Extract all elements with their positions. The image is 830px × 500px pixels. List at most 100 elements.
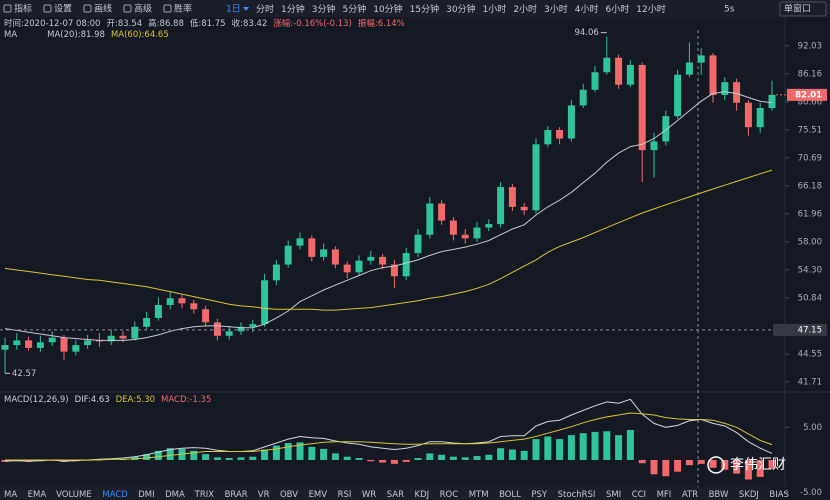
macd-bar [744,459,752,480]
candle-body [308,238,316,257]
candle-body [178,298,186,304]
indicator-tab[interactable]: PSY [531,490,548,500]
candle-body [685,62,693,75]
interval-button[interactable]: 1小时 [483,3,507,15]
candle-body [768,94,776,109]
candle-body [84,340,92,346]
indicator-tab[interactable]: VR [258,490,270,500]
macd-bar [449,456,457,460]
candle-body [379,256,387,265]
candle-body [36,342,44,348]
indicator-tab[interactable]: CCI [632,490,646,500]
y-tick-label: 80.66 [798,97,822,107]
tool-button[interactable]: 指标 [14,3,32,15]
indicator-tab[interactable]: WR [362,490,376,500]
candle-body [567,105,575,139]
interval-button[interactable]: 15分钟 [410,3,439,15]
candle-body [355,260,363,273]
indicator-tab[interactable]: MTM [469,490,489,500]
candle-body [556,129,564,139]
interval-button[interactable]: 30分钟 [446,3,475,15]
indicator-tab[interactable]: SAR [387,490,404,500]
macd-bar [166,448,174,460]
candle-body [60,337,68,352]
indicator-tab[interactable]: BRAR [225,490,248,500]
indicator-tab[interactable]: RSI [338,490,352,500]
tool-icon [163,4,172,13]
tool-button[interactable]: 胜率 [174,3,192,15]
window-button[interactable]: 单窗口 [784,3,811,15]
indicator-tab[interactable]: EMV [309,490,328,500]
macd-bar [520,450,528,460]
macd-bar [426,453,434,460]
y-tick-label: 5.00 [803,423,822,433]
indicator-tab[interactable]: OBV [280,490,298,500]
interval-button[interactable]: 分时 [256,3,274,15]
candle-body [166,298,174,306]
macd-bar [709,459,717,468]
macd-bar [261,449,269,460]
indicator-tab[interactable]: DMI [138,490,154,500]
indicator-tab[interactable]: MACD [102,490,128,500]
interval-button[interactable]: 3小时 [544,3,568,15]
indicator-tab[interactable]: TRIX [194,490,215,500]
indicator-tab[interactable]: VOLUME [56,490,92,500]
macd-bar [249,456,257,460]
y-tick-label: 58.00 [798,237,822,247]
indicator-tab[interactable]: EMA [28,490,47,500]
candle-body [544,129,552,145]
window-button-box[interactable] [779,1,827,17]
tool-button[interactable]: 设置 [54,4,72,15]
indicator-tab[interactable]: SMI [606,490,621,500]
interval-button[interactable]: 3分钟 [312,3,336,15]
interval-button[interactable]: 5分钟 [342,3,366,15]
macd-bar [296,442,304,460]
interval-button[interactable]: 6小时 [606,3,630,15]
candle-body [225,331,233,336]
candle-body [733,82,741,103]
macd-bar [272,445,280,460]
indicator-tab[interactable]: KDJ [415,490,430,500]
indicator-tab[interactable]: MFI [657,490,672,500]
indicator-tab[interactable]: BIAS [769,490,789,500]
candle-body [626,64,634,85]
interval-button[interactable]: 2小时 [513,3,537,15]
macd-bar [202,454,210,460]
indicator-tab[interactable]: StochRSI [558,490,596,500]
indicator-tabs: MA EMA VOLUME MACD DMI DMA TRIX BRAR VR OBV EMV RSI… [4,490,789,500]
refresh-rate[interactable]: 5s [724,5,735,15]
indicator-tab[interactable]: DMA [165,490,185,500]
indicator-tab[interactable]: BBW [709,490,729,500]
interval-button[interactable]: 4小时 [575,3,599,15]
y-tick-label: 66.18 [798,181,822,191]
period-select[interactable]: 1日 [226,4,241,15]
macd-line [4,398,773,462]
legend-entry: MA(60):64.65 [111,30,169,40]
macd-bar [343,456,351,460]
indicator-tab[interactable]: MA [4,490,17,500]
candle-body [508,187,516,207]
candle-body [709,55,717,95]
indicator-tab[interactable]: BOLL [499,490,521,500]
candle-body [414,234,422,254]
interval-button[interactable]: 1分钟 [281,3,305,15]
ma-line [4,91,773,341]
tool-button[interactable]: 高级 [134,3,152,15]
candle-body [650,141,658,151]
candle-body [697,55,705,63]
candle-body [1,345,9,350]
candle-body [520,206,528,211]
tool-button[interactable]: 画线 [94,3,112,15]
indicator-tab[interactable]: SKDJ [739,490,759,500]
candle-body [485,224,493,228]
period-caret [243,7,249,11]
candle-body [202,309,210,323]
candle-body [426,203,434,235]
y-tick-label: -5.00 [800,488,822,498]
indicator-tab[interactable]: ATR [682,490,698,500]
interval-button[interactable]: 10分钟 [373,3,402,15]
indicator-tab[interactable]: ROC [440,490,459,500]
interval-button[interactable]: 12小时 [636,3,665,15]
macd-bar [237,457,245,460]
candle-body [331,249,339,265]
